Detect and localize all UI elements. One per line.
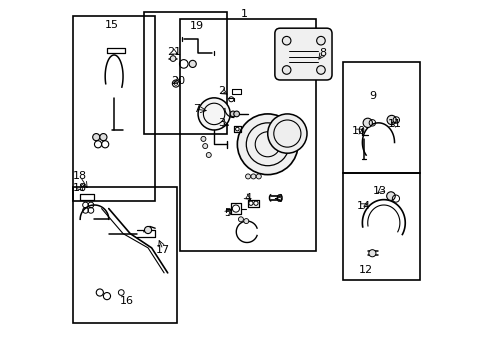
Circle shape xyxy=(206,153,211,157)
Text: 13: 13 xyxy=(372,186,386,197)
Text: 19: 19 xyxy=(190,21,204,31)
Text: 8: 8 xyxy=(319,48,326,58)
Text: 2: 2 xyxy=(217,86,224,96)
Text: 5: 5 xyxy=(224,208,230,218)
Text: 20: 20 xyxy=(170,76,184,86)
Circle shape xyxy=(363,118,372,127)
Bar xyxy=(73,187,176,323)
Bar xyxy=(342,173,419,280)
Circle shape xyxy=(238,217,243,222)
Circle shape xyxy=(386,115,395,125)
Circle shape xyxy=(244,219,248,224)
Circle shape xyxy=(316,36,325,45)
Circle shape xyxy=(201,136,205,141)
Circle shape xyxy=(198,98,230,130)
Circle shape xyxy=(93,134,100,141)
Bar xyxy=(144,12,226,134)
Text: 4: 4 xyxy=(244,193,251,203)
Text: 16: 16 xyxy=(120,296,133,306)
Text: 11: 11 xyxy=(387,118,401,129)
Text: 12: 12 xyxy=(358,265,372,275)
Circle shape xyxy=(282,36,290,45)
Text: 15: 15 xyxy=(105,19,119,30)
Text: 21: 21 xyxy=(166,47,181,57)
Text: 1: 1 xyxy=(241,9,247,19)
FancyBboxPatch shape xyxy=(274,28,331,80)
Circle shape xyxy=(170,56,176,62)
Text: 14: 14 xyxy=(356,201,370,211)
Text: 10: 10 xyxy=(351,126,365,136)
Bar xyxy=(342,62,419,173)
Circle shape xyxy=(245,174,250,179)
Circle shape xyxy=(267,114,306,153)
Circle shape xyxy=(368,249,375,257)
Text: 18: 18 xyxy=(73,183,87,193)
Text: 17: 17 xyxy=(156,245,170,255)
Circle shape xyxy=(386,192,394,201)
Circle shape xyxy=(100,134,107,141)
Circle shape xyxy=(230,111,235,117)
Text: 3: 3 xyxy=(217,118,224,128)
Circle shape xyxy=(256,174,261,179)
Text: 18: 18 xyxy=(73,171,87,181)
Text: 9: 9 xyxy=(369,91,376,101)
Text: 6: 6 xyxy=(274,194,282,203)
Circle shape xyxy=(316,66,325,74)
Circle shape xyxy=(250,174,255,179)
Circle shape xyxy=(233,111,239,117)
Bar xyxy=(180,19,315,251)
Circle shape xyxy=(203,144,207,149)
Circle shape xyxy=(282,66,290,74)
Circle shape xyxy=(144,226,151,234)
Circle shape xyxy=(237,114,298,175)
Text: 7: 7 xyxy=(192,104,200,114)
Bar xyxy=(73,16,155,202)
Circle shape xyxy=(189,60,196,67)
